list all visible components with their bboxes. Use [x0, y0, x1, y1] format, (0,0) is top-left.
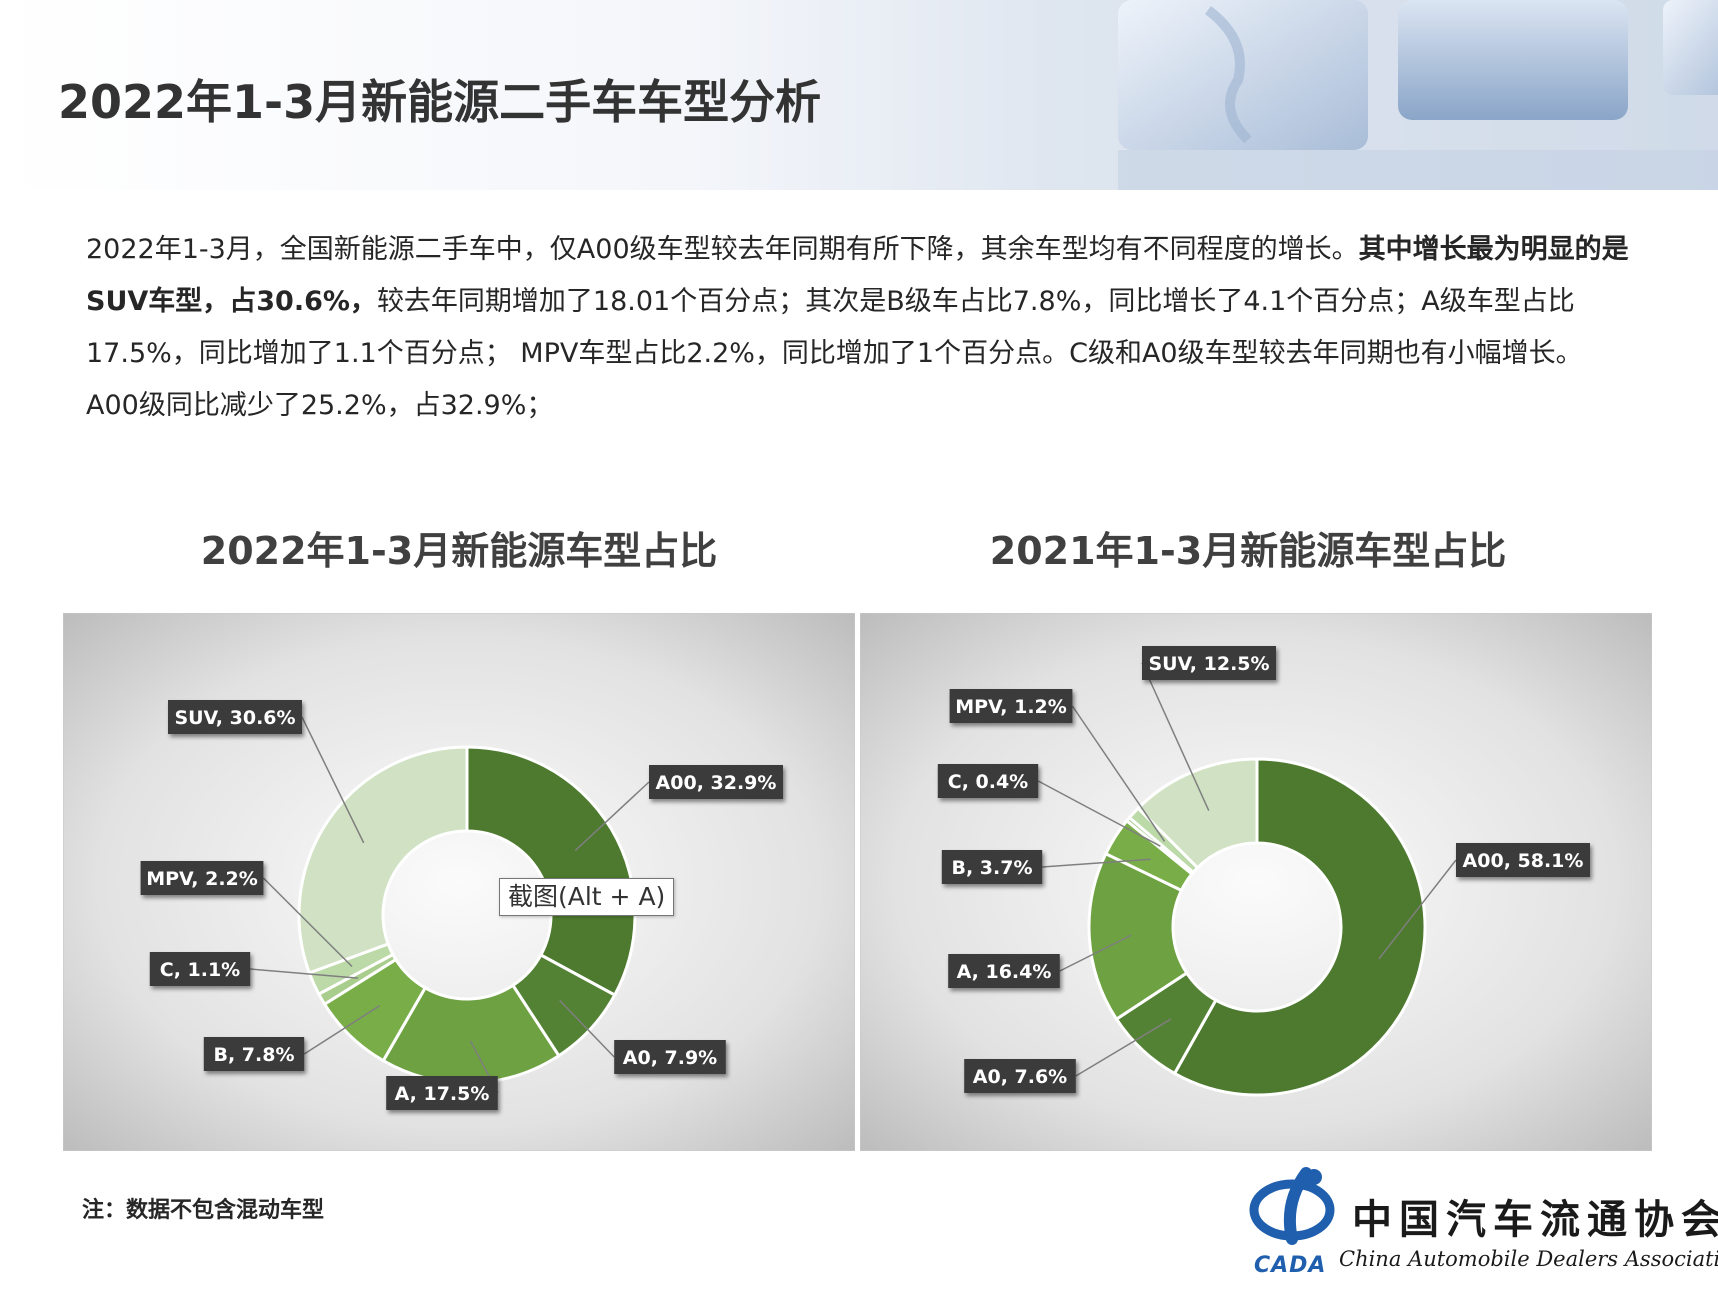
data-label-box-b	[203, 1037, 305, 1071]
data-label-c: C, 1.1%	[160, 959, 240, 981]
data-label-a: A, 17.5%	[395, 1083, 490, 1105]
data-label-mpv: MPV, 1.2%	[955, 696, 1067, 718]
data-label-box-mpv	[949, 689, 1073, 723]
leader-line-b	[1042, 858, 1151, 868]
screenshot-tooltip: 截图(Alt + A)	[499, 878, 675, 916]
slice-suv	[297, 745, 469, 975]
leader-line-a0	[1075, 1018, 1172, 1077]
leader-line-suv	[301, 716, 365, 844]
logo-english-name: China Automobile Dealers Association	[1339, 1247, 1718, 1271]
donut-chart-2022-svg: A00, 32.9% A0, 7.9% A, 17.5% B, 7.8% C, 1.1%…	[63, 613, 855, 1151]
cada-emblem-icon	[1249, 1167, 1335, 1245]
leader-line-a00	[1378, 859, 1457, 960]
data-label-suv: SUV, 12.5%	[1148, 653, 1269, 675]
data-label-box-a0	[614, 1040, 726, 1074]
slice-a	[381, 983, 561, 1085]
data-label-c: C, 0.4%	[948, 771, 1028, 793]
data-label-box-c	[149, 952, 251, 986]
chart-title-2022: 2022年1-3月新能源车型占比	[200, 529, 718, 573]
page-title: 2022年1-3月新能源二手车车型分析	[58, 75, 822, 129]
slice-a00	[465, 745, 637, 998]
cada-logo: CADA 中国汽车流通协会 China Automobile Dealers A…	[1244, 1165, 1718, 1293]
leader-line-c	[1037, 780, 1161, 847]
data-label-a00: A00, 32.9%	[656, 772, 777, 794]
leader-line-a0	[559, 999, 615, 1058]
leader-line-mpv	[262, 877, 353, 968]
header-banner: 2022年1-3月新能源二手车车型分析	[0, 0, 1718, 190]
donut-chart-2022: A00, 32.9% A0, 7.9% A, 17.5% B, 7.8% C, 1.1%…	[63, 613, 855, 1151]
leader-line-a	[1059, 934, 1132, 972]
intro-highlight: 其中增长最为明显的是SUV车型，占30.6%，	[86, 234, 1629, 317]
leader-line-c	[250, 968, 359, 979]
intro-text-2: 较去年同期增加了18.01个百分点；其次是B级车占比7.8%，同比增长了4.1个…	[86, 286, 1583, 421]
data-label-suv: SUV, 30.6%	[174, 707, 295, 729]
donut-chart-2021: A00, 58.1% A0, 7.6% A, 16.4% B, 3.7% C, 0.4%…	[860, 613, 1652, 1151]
data-label-box-suv	[1142, 646, 1276, 680]
leader-line-b	[303, 1005, 381, 1055]
header-cubes-image	[1038, 0, 1718, 190]
data-label-a: A, 16.4%	[957, 961, 1052, 983]
data-label-box-a0	[964, 1059, 1076, 1093]
slice-a	[1087, 851, 1189, 1022]
data-label-box-suv	[168, 700, 302, 734]
leader-line-suv	[1141, 662, 1210, 811]
data-label-b: B, 7.8%	[213, 1044, 294, 1066]
data-label-mpv: MPV, 2.2%	[146, 868, 258, 890]
data-label-box-b	[941, 850, 1043, 884]
data-label-a0: A0, 7.9%	[623, 1047, 717, 1069]
leader-line-mpv	[1071, 705, 1166, 842]
logo-chinese-name: 中国汽车流通协会	[1352, 1196, 1718, 1243]
data-label-box-c	[937, 764, 1039, 798]
logo-abbreviation: CADA	[1254, 1253, 1327, 1278]
data-label-box-a	[948, 954, 1060, 988]
data-label-a00: A00, 58.1%	[1463, 850, 1584, 872]
slice-suv	[1135, 757, 1259, 870]
leader-line-a00	[574, 781, 650, 852]
data-label-a0: A0, 7.6%	[973, 1066, 1067, 1088]
data-label-box-mpv	[140, 861, 264, 895]
donut-chart-2021-svg: A00, 58.1% A0, 7.6% A, 16.4% B, 3.7% C, 0.4%…	[860, 613, 1652, 1151]
intro-paragraph: 2022年1-3月，全国新能源二手车中，仅A00级车型较去年同期有所下降，其余车…	[86, 224, 1634, 432]
data-label-box-a	[386, 1076, 498, 1110]
intro-text-1: 2022年1-3月，全国新能源二手车中，仅A00级车型较去年同期有所下降，其余车…	[86, 234, 1359, 265]
data-label-box-a00	[649, 765, 783, 799]
chart-title-2021: 2021年1-3月新能源车型占比	[989, 529, 1507, 573]
footnote: 注：数据不包含混动车型	[82, 1198, 325, 1223]
data-label-box-a00	[1456, 843, 1590, 877]
slice-a00	[1172, 757, 1427, 1097]
data-label-b: B, 3.7%	[951, 857, 1032, 879]
